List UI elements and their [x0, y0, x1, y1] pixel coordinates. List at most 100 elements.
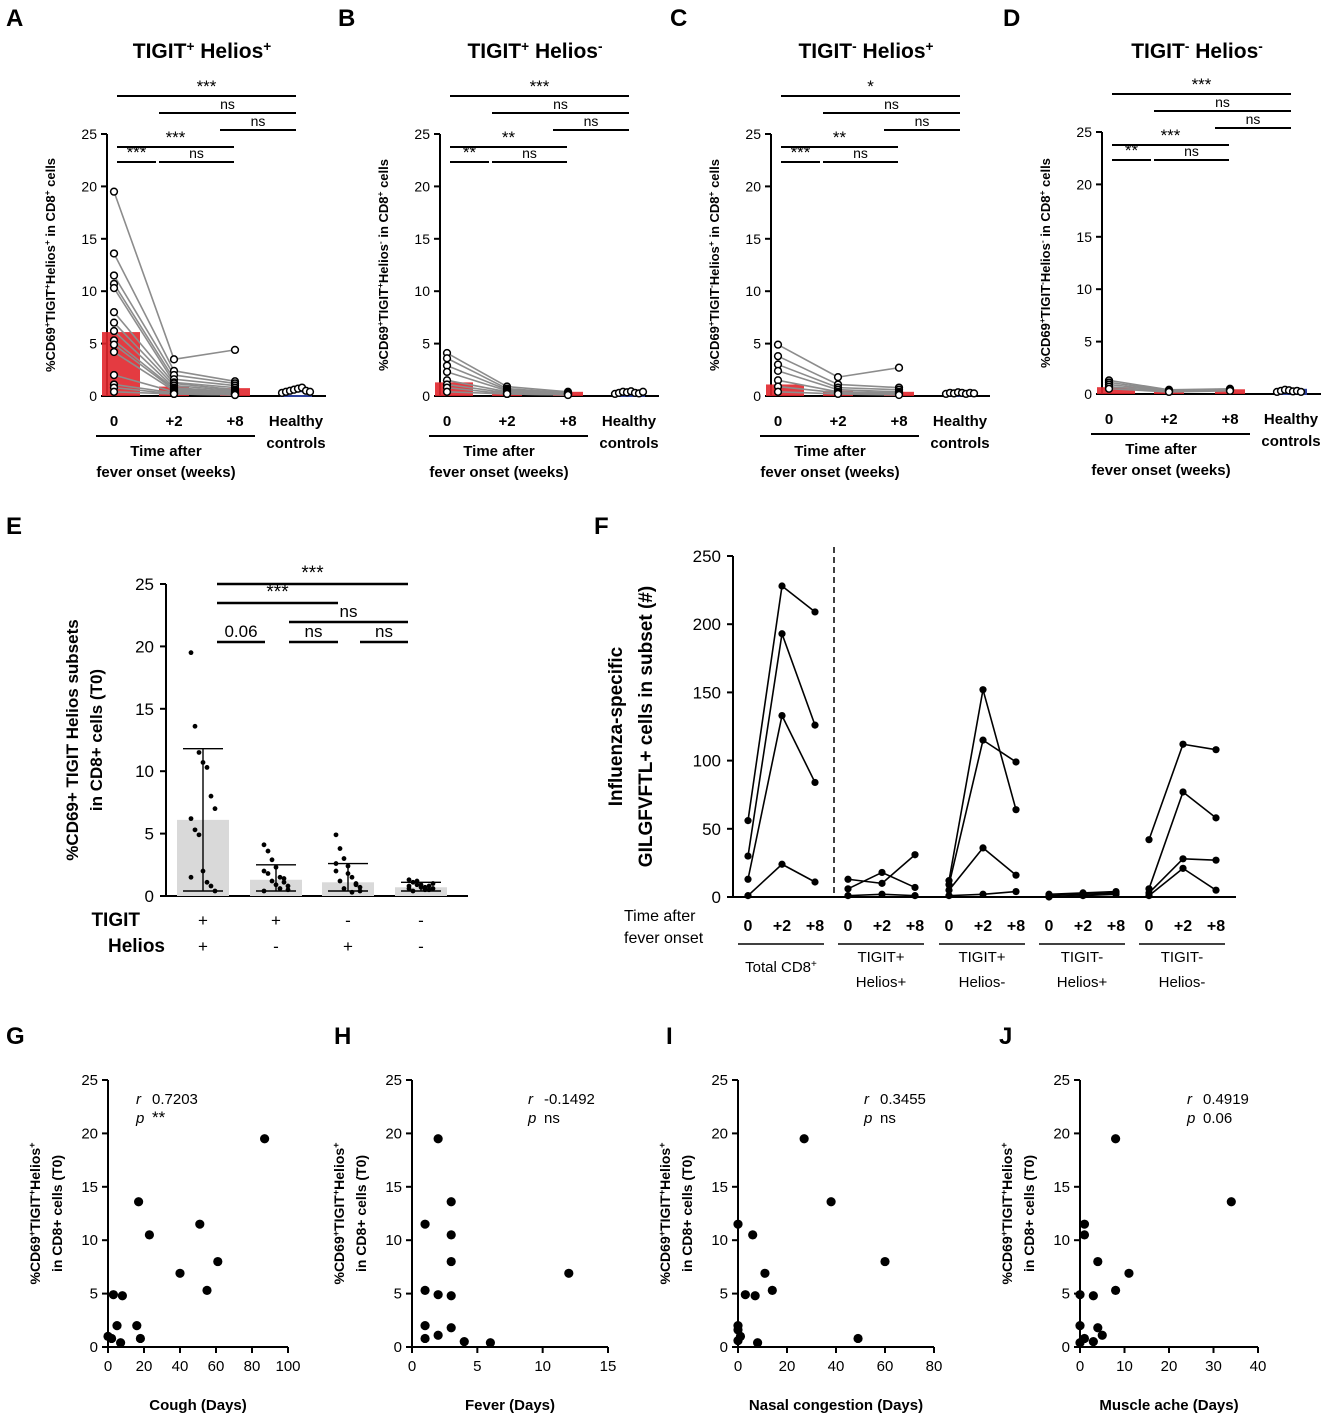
superscript: +	[27, 1190, 37, 1195]
data-point	[748, 1230, 758, 1240]
healthy-label: controls	[599, 435, 658, 452]
x-tick-label: +8	[226, 413, 243, 430]
text-span: Helios	[43, 245, 58, 284]
data-point	[446, 1291, 456, 1301]
text-span: in CD8	[43, 195, 58, 240]
series-line	[781, 633, 816, 726]
healthy-label: Healthy	[602, 413, 657, 430]
y-axis-label: %CD69+TIGIT-Helios+ in CD8+ cells	[706, 159, 722, 371]
data-point	[410, 888, 416, 894]
data-point	[204, 879, 210, 885]
panel-letter: H	[334, 1023, 351, 1050]
significance-label: ns	[1184, 143, 1199, 159]
patient-line	[506, 393, 569, 396]
data-point	[353, 881, 359, 886]
series-line	[1182, 867, 1217, 891]
data-point	[202, 1285, 212, 1295]
series-line	[781, 863, 816, 883]
data-point	[1075, 1290, 1085, 1300]
y-tick-label: 0	[90, 1339, 98, 1356]
data-point	[192, 723, 198, 729]
text-span: in CD8	[1038, 196, 1053, 241]
row-label: Helios	[108, 936, 165, 957]
y-axis-label: %CD69+TIGIT+Helios+	[27, 1143, 43, 1285]
data-point	[422, 884, 428, 890]
data-point	[1179, 855, 1187, 863]
healthy-label: Healthy	[269, 413, 324, 430]
patient-point	[502, 389, 512, 399]
text-span: cells	[707, 159, 722, 192]
significance-label: ***	[127, 143, 147, 162]
y-tick-label: 10	[385, 1232, 402, 1249]
y-axis-label: Influenza-specific	[606, 646, 627, 806]
text-span: cells	[1038, 158, 1053, 191]
data-point	[337, 846, 343, 851]
time-label: fever onset (weeks)	[1091, 462, 1230, 479]
data-point	[269, 878, 275, 884]
significance-label: ns	[1215, 94, 1230, 110]
patient-line	[173, 388, 236, 394]
superscript: +	[657, 1143, 667, 1148]
time-label: Time after	[624, 908, 696, 925]
y-tick-label: 0	[720, 1339, 728, 1356]
y-tick-label: 5	[89, 336, 97, 352]
data-point	[414, 882, 420, 888]
y-tick-label: 50	[702, 820, 721, 839]
data-point	[945, 886, 953, 894]
x-tick-label: 0	[1045, 918, 1054, 935]
superscript: +	[657, 1231, 667, 1236]
data-point	[1097, 1330, 1107, 1340]
significance-label: ns	[553, 96, 568, 112]
data-point	[753, 1338, 763, 1348]
y-tick-label: 5	[90, 1286, 98, 1303]
y-tick-label: 0	[753, 388, 761, 404]
data-point	[760, 1268, 770, 1278]
time-label: Time after	[130, 443, 202, 460]
y-tick-label: 0	[712, 888, 721, 907]
sign-label: +	[271, 911, 281, 930]
group-label: Helios-	[1159, 974, 1206, 991]
patient-line	[446, 357, 508, 390]
significance-label: ns	[884, 96, 899, 112]
y-tick-label: 15	[81, 231, 97, 247]
series-line	[747, 633, 783, 857]
data-point	[273, 864, 279, 870]
significance-label: ***	[266, 582, 289, 603]
data-point	[426, 883, 432, 889]
group-label: Helios+	[856, 974, 907, 991]
data-point	[357, 888, 363, 894]
series-line	[1182, 858, 1217, 861]
panel-j: J 0 5 10 15 20 25 0 10 20 30 40 Muscle ache (Days) %C…	[999, 1023, 1266, 1414]
bar	[281, 391, 311, 396]
data-point	[733, 1335, 743, 1346]
x-tick-label: 20	[136, 1358, 153, 1375]
text-span: TIGIT	[999, 1195, 1015, 1231]
patient-point	[230, 390, 240, 400]
series-line	[881, 893, 916, 897]
x-tick-label: 0	[774, 413, 782, 430]
x-tick-label: 0	[1105, 411, 1113, 428]
time-label: fever onset (weeks)	[96, 464, 235, 481]
y-tick-label: 10	[81, 283, 97, 299]
superscript: +	[331, 1231, 341, 1236]
panel-letter: B	[338, 5, 355, 32]
patient-point	[109, 283, 119, 293]
y-tick-label: 10	[745, 283, 761, 299]
data-point	[420, 1333, 430, 1344]
panel-e: E 0 5 10 15 20 25 %CD69+ TIGIT Helios subsets in…	[6, 513, 468, 957]
y-tick-label: 25	[1076, 124, 1092, 140]
significance-label: **	[502, 128, 516, 147]
superscript: -	[706, 285, 716, 288]
x-tick-label: 60	[877, 1358, 894, 1375]
data-point	[116, 1338, 126, 1348]
text-span: %CD69	[1038, 323, 1053, 368]
data-point	[333, 832, 339, 838]
data-point	[132, 1321, 142, 1331]
series-line	[1182, 743, 1217, 751]
superscript: +	[27, 1143, 37, 1148]
data-point	[1088, 1337, 1098, 1347]
text-span: TIGIT	[1038, 285, 1053, 318]
